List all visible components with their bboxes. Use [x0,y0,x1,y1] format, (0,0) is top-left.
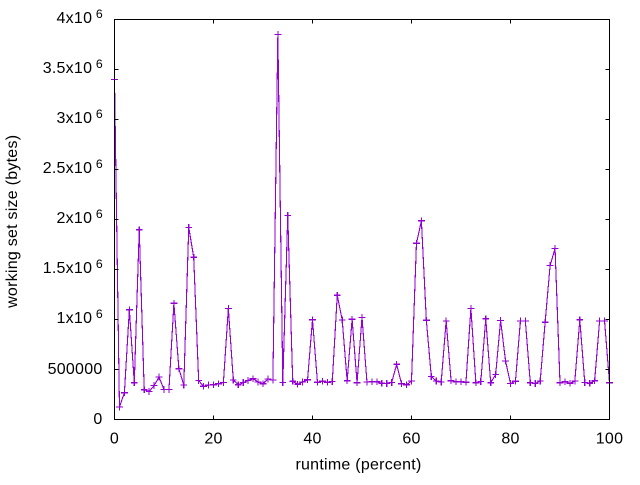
svg-text:0: 0 [110,430,119,447]
svg-text:80: 80 [501,430,519,447]
svg-text:40: 40 [303,430,321,447]
svg-text:working set size (bytes): working set size (bytes) [4,135,21,309]
svg-text:500000: 500000 [48,361,103,378]
svg-text:4x10 6: 4x10 6 [57,7,103,27]
svg-text:3x10 6: 3x10 6 [57,107,103,127]
svg-text:60: 60 [402,430,420,447]
svg-text:2x10 6: 2x10 6 [57,207,103,227]
svg-text:100: 100 [596,430,623,447]
svg-text:3.5x10 6: 3.5x10 6 [43,57,103,77]
svg-text:runtime (percent): runtime (percent) [295,457,421,474]
svg-text:2.5x10 6: 2.5x10 6 [43,157,103,177]
svg-text:20: 20 [204,430,222,447]
svg-text:1.5x10 6: 1.5x10 6 [43,257,103,277]
svg-text:0: 0 [93,411,102,428]
svg-text:1x10 6: 1x10 6 [57,307,103,327]
